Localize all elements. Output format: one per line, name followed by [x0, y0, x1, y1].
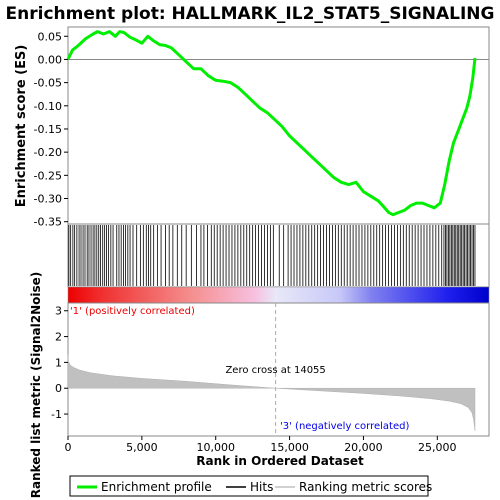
hits-panel — [67, 223, 490, 288]
es-panel-frame — [67, 26, 490, 225]
x-axis-label: Rank in Ordered Dataset — [196, 454, 364, 468]
es-y-tick-label: -0.15 — [34, 123, 62, 136]
legend-ranking-metric-label: Ranking metric scores — [299, 480, 432, 494]
es-y-tick-label: -0.35 — [34, 216, 62, 229]
x-tick-label: 5,000 — [126, 441, 158, 454]
metric-panel: Zero cross at 14055 '1' (positively corr… — [29, 272, 490, 499]
hits-panel-frame — [67, 223, 490, 288]
x-tick-label: 25,000 — [418, 441, 457, 454]
x-axis: 0 5,000 10,000 15,000 20,000 25,000 — [65, 436, 457, 454]
metric-y-tick-label: -1 — [51, 408, 62, 421]
ranking-metric-area — [67, 354, 476, 431]
x-tick-label: 0 — [65, 441, 72, 454]
es-y-axis: 0.05 0.00 -0.05 -0.10 -0.15 -0.20 -0.25 -0.30 -0… — [34, 30, 68, 229]
hit-lines — [68, 225, 476, 286]
es-y-tick-label: -0.10 — [34, 100, 62, 113]
metric-y-axis-label: Ranked list metric (Signal2Noise) — [29, 272, 43, 499]
es-y-tick-label: 0.05 — [38, 30, 63, 43]
enrichment-profile-line — [66, 30, 477, 217]
es-y-tick-label: -0.05 — [34, 77, 62, 90]
metric-y-tick-label: 1 — [55, 356, 62, 369]
es-panel: 0.05 0.00 -0.05 -0.10 -0.15 -0.20 -0.25 -0.30 -0… — [14, 26, 490, 229]
rank-colorbar-rect — [67, 286, 490, 304]
legend-enrichment-profile-label: Enrichment profile — [101, 480, 212, 494]
x-tick-label: 10,000 — [196, 441, 235, 454]
es-y-axis-label: Enrichment score (ES) — [14, 45, 29, 208]
metric-y-axis: 3 2 1 0 -1 — [51, 305, 68, 421]
legend: Enrichment profile Hits Ranking metric s… — [69, 475, 432, 497]
metric-panel-frame — [67, 302, 490, 437]
legend-hits-label: Hits — [250, 480, 273, 494]
es-y-tick-label: -0.20 — [34, 146, 62, 159]
rank-colorbar — [67, 286, 490, 304]
negative-correlated-label: '3' (negatively correlated) — [280, 421, 409, 432]
zero-cross-label: Zero cross at 14055 — [225, 365, 325, 376]
es-y-tick-label: 0.00 — [38, 53, 63, 66]
positive-correlated-label: '1' (positively correlated) — [70, 306, 195, 317]
legend-frame — [69, 475, 429, 497]
chart-title: Enrichment plot: HALLMARK_IL2_STAT5_SIGN… — [6, 4, 495, 24]
metric-y-tick-label: 0 — [55, 382, 62, 395]
x-tick-label: 20,000 — [344, 441, 383, 454]
metric-y-tick-label: 2 — [55, 331, 62, 344]
metric-y-tick-label: 3 — [55, 305, 62, 318]
x-tick-label: 15,000 — [270, 441, 309, 454]
es-y-tick-label: -0.25 — [34, 169, 62, 182]
es-y-tick-label: -0.30 — [34, 193, 62, 206]
